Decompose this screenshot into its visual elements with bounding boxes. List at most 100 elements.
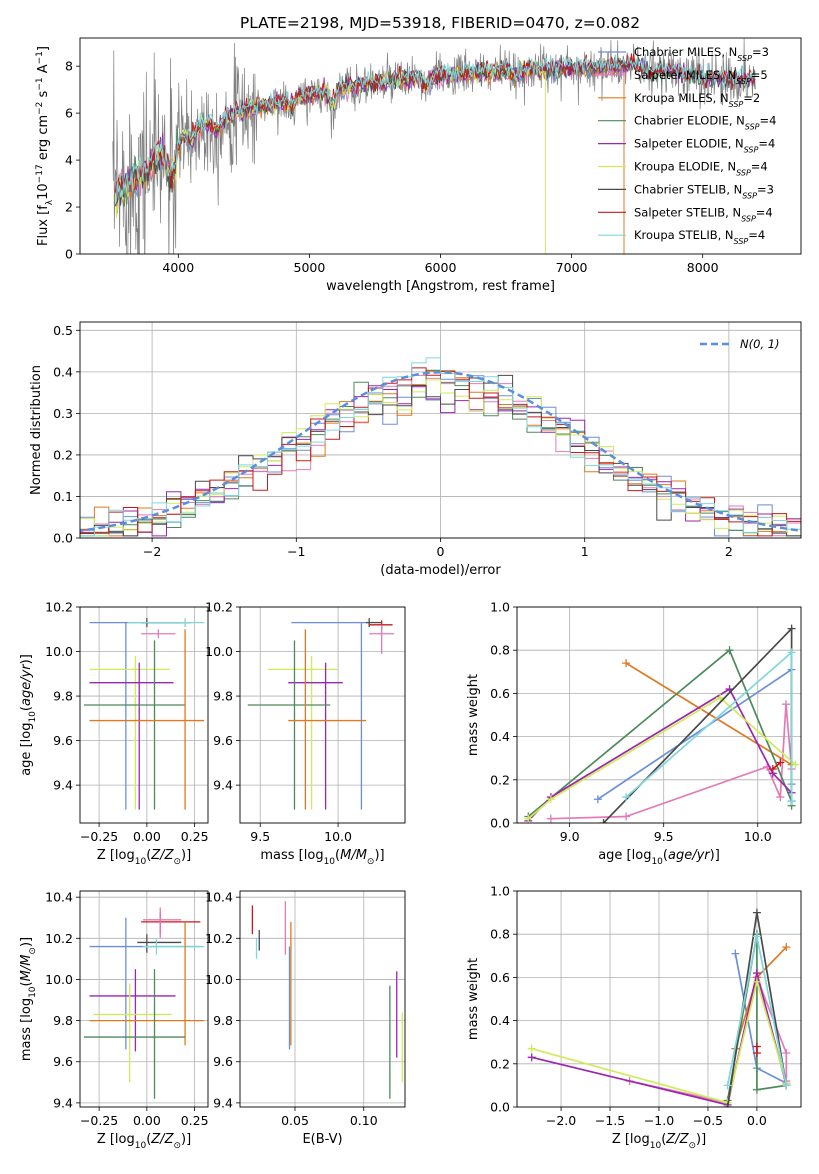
weight_vs_Z-panel: −2.0 −1.5 −1.0 −0.5 0.0 0.0 0.2 0.4 0.6 0.8 1.0 mas…: [466, 884, 802, 1151]
chabrier_miles-weight-marker: [731, 949, 740, 958]
normal-legend-label: N(0, 1): [740, 337, 780, 351]
age_vs_mass-frame: [239, 606, 406, 824]
kroupa_elodie-weight-marker: [752, 977, 761, 986]
mass_vs_Z-grid: [80, 891, 208, 1107]
y-tick-label: 10.0: [205, 644, 233, 659]
y-tick-label: 10.0: [205, 972, 233, 987]
y-tick-label: 0.8: [490, 927, 510, 942]
chabrier_stelib-weight-marker: [752, 908, 761, 917]
y-tick-label: 2: [65, 200, 73, 215]
x-tick-label: −1.0: [644, 1113, 674, 1128]
x-tick-label: 2: [725, 544, 733, 559]
weight_vs_Z-plot-area: [527, 908, 791, 1107]
chabrier_elodie-weight-marker: [752, 1085, 761, 1094]
x-tick-label: 0.25: [181, 1113, 209, 1128]
chabrier_stelib-legend-label: Chabrier STELIB, NSSP=3: [634, 182, 774, 200]
age_vs_Z-plot-area: [83, 618, 205, 810]
y-axis-label: mass [log10(M/M⊙)]: [19, 937, 38, 1061]
y-tick-label: 10.2: [45, 600, 73, 615]
x-tick-label: −0.25: [80, 829, 118, 844]
y-tick-label: 10.0: [45, 972, 73, 987]
y-tick-label: 0.0: [53, 531, 73, 546]
mass_vs_ebv-plot-area: [251, 901, 403, 1099]
y-tick-label: 0.6: [490, 686, 510, 701]
residuals-frame: [79, 321, 802, 539]
y-tick-label: 10.4: [45, 890, 73, 905]
x-tick-label: 10.0: [324, 829, 352, 844]
mass_vs_ebv-grid: [240, 891, 405, 1107]
x-axis-label: Z [log10(Z/Z⊙)]: [97, 1132, 191, 1151]
x-tick-label: 7000: [556, 260, 588, 275]
kroupa_miles-weight-marker: [782, 943, 791, 952]
kroupa_elodie-weight-line: [531, 978, 788, 1104]
chabrier_stelib-weight-marker: [787, 624, 796, 633]
kroupa_miles-weight-marker: [622, 659, 631, 668]
kroupa_elodie-legend-label: Kroupa ELODIE, NSSP=4: [634, 160, 768, 178]
y-tick-label: 0.5: [53, 323, 73, 338]
y-tick-label: 0: [65, 247, 73, 262]
y-tick-label: 10.0: [45, 644, 73, 659]
salpeter_elodie-weight-marker: [527, 1053, 536, 1062]
weight_vs_age-plot-area: [524, 624, 800, 823]
spectrum-panel: 4000 5000 6000 7000 8000 0 2 4 6 8 wavelength [Ang…: [35, 37, 802, 294]
x-tick-label: −0.5: [693, 1113, 723, 1128]
kroupa_stelib-legend-label: Kroupa STELIB, NSSP=4: [634, 228, 765, 246]
kroupa_elodie-weight-marker: [527, 1044, 536, 1053]
residuals-plot-area: [80, 357, 801, 537]
x-tick-label: 9.5: [654, 829, 674, 844]
salpeter_miles-legend-label: Salpeter MILES, NSSP=5: [634, 68, 768, 86]
salpeter_elodie-weight-marker: [752, 969, 761, 978]
spectrum-frame: [79, 37, 802, 255]
kroupa_stelib-weight-marker: [723, 1081, 732, 1090]
x-tick-label: 0: [437, 544, 445, 559]
x-tick-label: 9.5: [250, 829, 270, 844]
x-tick-label: 0.25: [181, 829, 209, 844]
y-tick-label: 9.8: [213, 689, 233, 704]
weight_vs_age-frame: [516, 606, 802, 824]
y-tick-label: 0.2: [490, 772, 510, 787]
y-tick-label: 0.0: [490, 1100, 510, 1115]
spectrum-legend: Chabrier MILES, NSSP=3 Salpeter MILES, NS…: [598, 45, 776, 246]
x-tick-label: −2: [143, 544, 161, 559]
salpeter_elodie-residual-histogram: [80, 385, 801, 537]
normal-distribution-curve: [80, 371, 801, 532]
mass_vs_Z-frame: [79, 890, 209, 1108]
y-tick-label: 9.6: [213, 733, 233, 748]
mass_vs_ebv-panel: 0.05 0.10 9.4 9.6 9.8 10.0 10.2 10.4 E(B-V): [205, 890, 406, 1147]
residuals-panel: −2 −1 0 1 2 0.0 0.1 0.2 0.3 0.4 0.5 (data-model)/er…: [29, 321, 802, 578]
salpeter_miles-weight-line: [550, 704, 793, 820]
weight_vs_Z-frame: [516, 890, 802, 1108]
mass_vs_Z-plot-area: [83, 907, 205, 1099]
chabrier_elodie-legend-label: Chabrier ELODIE, NSSP=4: [634, 114, 776, 132]
kroupa_stelib-weight-marker: [787, 797, 796, 806]
salpeter_stelib-weight-marker: [752, 1049, 761, 1057]
salpeter_miles-weight-marker: [546, 814, 555, 823]
x-axis-label: E(B-V): [302, 1132, 342, 1147]
x-tick-label: 8000: [687, 260, 719, 275]
x-tick-label: 0.0: [747, 1113, 767, 1128]
x-axis-label: Z [log10(Z/Z⊙)]: [97, 848, 191, 867]
age_vs_mass-panel: 9.5 10.0 9.4 9.6 9.8 10.0 10.2 mass [log10(M/M⊙…: [205, 600, 406, 867]
x-tick-label: −1: [287, 544, 305, 559]
kroupa_elodie-weight-marker: [716, 693, 725, 702]
kroupa_stelib-model-line: [114, 54, 756, 204]
x-axis-label: Z [log10(Z/Z⊙)]: [612, 1132, 706, 1151]
y-tick-label: 0.6: [490, 970, 510, 985]
x-tick-label: 9.0: [560, 829, 580, 844]
y-tick-label: 1.0: [490, 884, 510, 899]
y-tick-label: 9.8: [53, 689, 73, 704]
y-axis-label: mass weight: [466, 958, 481, 1040]
mass_vs_Z-panel: −0.25 0.00 0.25 9.4 9.6 9.8 10.0 10.2 10.4 Z [log…: [19, 890, 209, 1151]
kroupa_miles-legend-label: Kroupa MILES, NSSP=2: [634, 91, 760, 109]
kroupa_elodie-weight-line: [527, 696, 796, 820]
y-tick-label: 9.4: [53, 1095, 73, 1110]
y-tick-label: 6: [65, 106, 73, 121]
x-axis-label: (data-model)/error: [380, 563, 501, 578]
y-axis-label: mass weight: [466, 674, 481, 756]
age_vs_mass-plot-area: [247, 618, 395, 810]
chabrier_stelib-weight-marker: [723, 1103, 732, 1107]
y-tick-label: 4: [65, 153, 73, 168]
y-tick-label: 9.6: [213, 1054, 233, 1069]
y-tick-label: 1.0: [490, 600, 510, 615]
age_vs_Z-panel: −0.25 0.00 0.25 9.4 9.6 9.8 10.0 10.2 Z [log10(Z…: [19, 600, 209, 868]
